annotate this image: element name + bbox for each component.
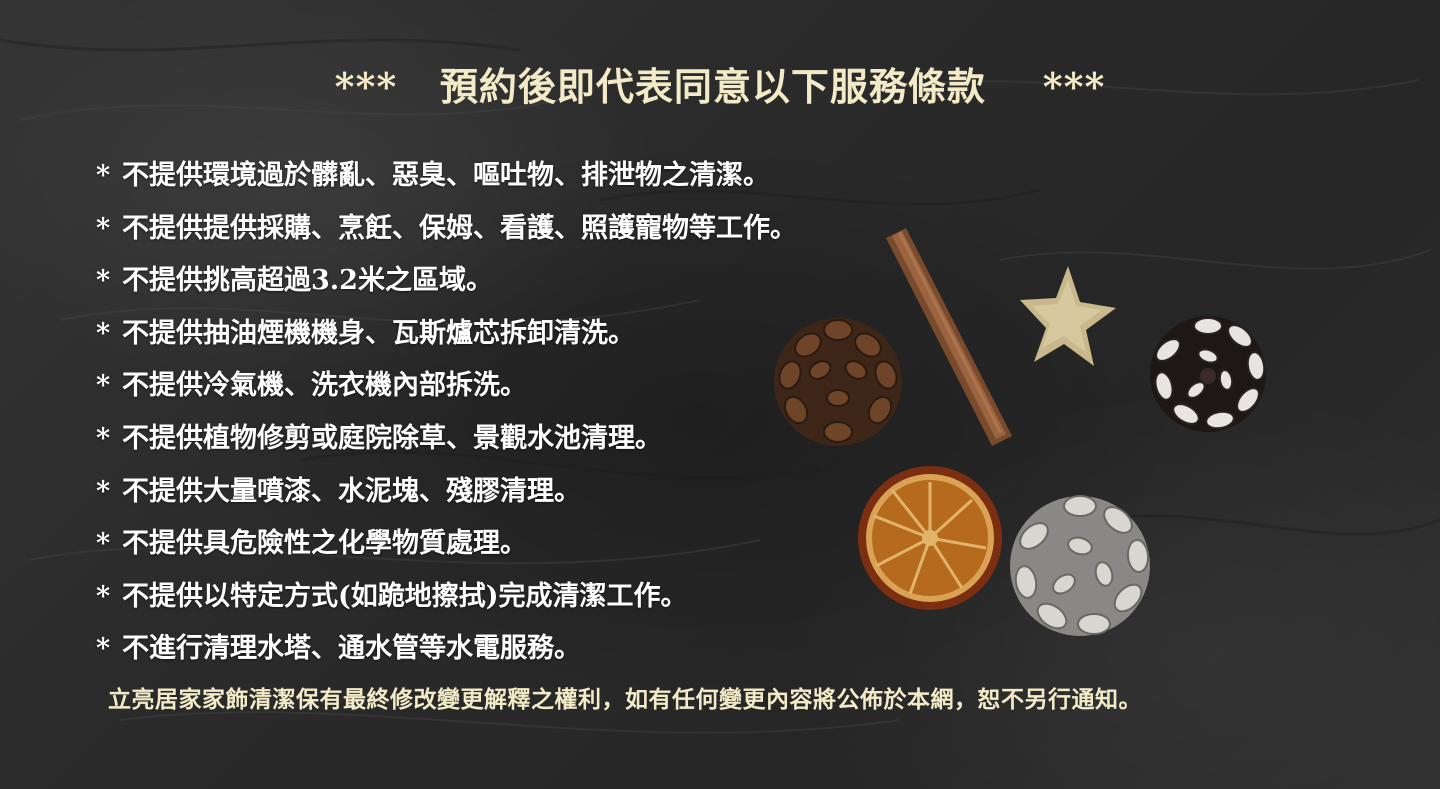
term-text: 不提供大量噴漆、水泥塊、殘膠清理。	[122, 475, 581, 507]
list-item: * 不進行清理水塔、通水管等水電服務。	[96, 623, 797, 676]
star-ornament-image	[1020, 266, 1116, 366]
list-item: * 不提供具危險性之化學物質處理。	[96, 518, 797, 571]
frosted-pinecone-image	[1010, 495, 1150, 636]
bullet-mark: *	[96, 528, 111, 560]
term-text: 不提供挑高超過3.2米之區域。	[122, 265, 493, 297]
footer-notice: 立亮居家家飾清潔保有最終修改變更解釋之權利，如有任何變更內容將公佈於本網，恕不另…	[108, 686, 1142, 713]
list-item: * 不提供環境過於髒亂、惡臭、嘔吐物、排泄物之清潔。	[96, 150, 797, 203]
page-title: *** 預約後即代表同意以下服務條款 ***	[334, 64, 1106, 109]
term-text: 不提供抽油煙機機身、瓦斯爐芯拆卸清洗。	[122, 317, 635, 349]
dried-orange-slice-image	[858, 466, 1002, 610]
white-tipped-pinecone-image	[1150, 316, 1266, 432]
term-text: 不提供具危險性之化學物質處理。	[122, 528, 527, 560]
term-text: 不提供植物修剪或庭院除草、景觀水池清理。	[122, 422, 662, 454]
bullet-mark: *	[96, 580, 111, 612]
bullet-mark: *	[96, 633, 111, 665]
term-text: 不提供冷氣機、洗衣機內部拆洗。	[122, 370, 527, 402]
bullet-mark: *	[96, 317, 111, 349]
list-item: * 不提供大量噴漆、水泥塊、殘膠清理。	[96, 466, 797, 519]
term-text: 不提供提供採購、烹飪、保姆、看護、照護寵物等工作。	[122, 212, 797, 244]
bullet-mark: *	[96, 265, 111, 297]
list-item: * 不提供植物修剪或庭院除草、景觀水池清理。	[96, 413, 797, 466]
bullet-mark: *	[96, 475, 111, 507]
list-item: * 不提供挑高超過3.2米之區域。	[96, 255, 797, 308]
bullet-mark: *	[96, 212, 111, 244]
bullet-mark: *	[96, 422, 111, 454]
term-text: 不提供環境過於髒亂、惡臭、嘔吐物、排泄物之清潔。	[122, 160, 770, 191]
bullet-mark: *	[96, 370, 111, 402]
list-item: * 不提供冷氣機、洗衣機內部拆洗。	[96, 360, 797, 413]
bullet-mark: *	[96, 160, 111, 191]
list-item: * 不提供以特定方式(如跪地擦拭)完成清潔工作。	[96, 571, 797, 624]
term-text: 不進行清理水塔、通水管等水電服務。	[122, 633, 581, 665]
cinnamon-stick-image	[886, 228, 1012, 446]
list-item: * 不提供抽油煙機機身、瓦斯爐芯拆卸清洗。	[96, 308, 797, 361]
brown-pinecone-image	[774, 318, 902, 446]
list-item: * 不提供提供採購、烹飪、保姆、看護、照護寵物等工作。	[96, 203, 797, 256]
term-text: 不提供以特定方式(如跪地擦拭)完成清潔工作。	[122, 580, 688, 612]
terms-list: * 不提供環境過於髒亂、惡臭、嘔吐物、排泄物之清潔。 * 不提供提供採購、烹飪、保姆…	[96, 150, 797, 676]
